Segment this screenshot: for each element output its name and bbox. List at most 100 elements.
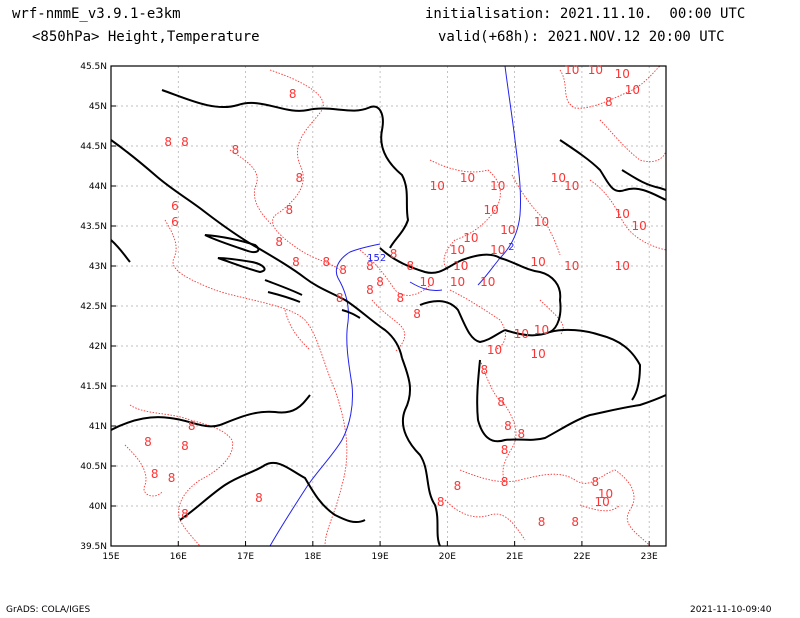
temperature-label: 10 [430,179,445,193]
temperature-label: 6 [171,215,179,229]
map-grid [110,65,666,547]
temperature-label: 8 [275,235,283,249]
temperature-label: 10 [463,231,478,245]
temperature-label: 8 [144,435,152,449]
plot-frame [110,65,667,547]
height-label: 2 [508,242,514,253]
temperature-label: 8 [168,471,176,485]
lat-tick-label: 41.5N [80,382,107,392]
temperature-label: 10 [534,215,549,229]
temperature-label: 10 [514,327,529,341]
temperature-label: 10 [564,63,579,77]
temperature-label: 8 [181,507,189,521]
lat-tick-label: 42N [89,342,107,352]
temperature-label: 8 [255,491,263,505]
temperature-label: 10 [551,171,566,185]
temperature-label: 8 [518,427,526,441]
lat-tick-label: 44.5N [80,142,107,152]
temperature-label: 10 [450,243,465,257]
temperature-label: 10 [450,275,465,289]
temperature-label: 8 [339,263,347,277]
temperature-label: 8 [285,203,293,217]
lat-tick-label: 40N [89,502,107,512]
lat-tick-label: 39.5N [80,542,107,552]
temperature-label: 10 [564,259,579,273]
temperature-label: 8 [501,443,509,457]
temperature-label: 10 [480,275,495,289]
temperature-label: 8 [497,395,505,409]
temperature-label: 8 [390,247,398,261]
lat-tick-label: 43.5N [80,222,107,232]
temperature-label: 8 [296,171,304,185]
temperature-label: 8 [181,439,189,453]
temperature-label: 8 [188,419,196,433]
axis-ticks: 15E 16E 17E 18E 19E 20E 21E 22E 23E 45.5N 45N 44.5N… [80,62,658,562]
lon-tick-label: 18E [304,552,321,562]
lat-tick-label: 41N [89,422,107,432]
lat-tick-label: 43N [89,262,107,272]
lat-tick-label: 42.5N [80,302,107,312]
temperature-label: 8 [592,475,600,489]
temperature-label: 10 [534,323,549,337]
temperature-label: 10 [594,495,609,509]
lat-tick-label: 45N [89,102,107,112]
lon-tick-label: 16E [170,552,187,562]
temperature-label: 8 [605,95,613,109]
lon-tick-label: 20E [439,552,456,562]
temperature-label: 10 [615,67,630,81]
temperature-label: 8 [407,259,415,273]
lon-tick-label: 17E [237,552,254,562]
temperature-label: 10 [490,179,505,193]
temperature-label: 10 [531,347,546,361]
lon-tick-label: 23E [641,552,658,562]
temperature-label: 10 [625,83,640,97]
temperature-label: 8 [366,283,374,297]
footer-timestamp: 2021-11-10-09:40 [690,605,772,615]
coastlines-borders [111,89,666,546]
temperature-label: 8 [151,467,159,481]
model-title: wrf-nmmE_v3.9.1-e3km [12,6,181,22]
temperature-label: 6 [171,199,179,213]
temperature-label: 10 [420,275,435,289]
temperature-label: 8 [366,259,374,273]
temperature-label: 8 [538,515,546,529]
lat-tick-label: 40.5N [80,462,107,472]
temperature-label: 8 [181,135,189,149]
valid-time: valid(+68h): 2021.NOV.12 20:00 UTC [438,29,725,45]
temperature-label: 10 [460,171,475,185]
temperature-label: 10 [483,203,498,217]
lat-tick-label: 44N [89,182,107,192]
height-label: 152 [367,253,386,264]
temperature-label: 10 [531,255,546,269]
temperature-label: 10 [615,207,630,221]
temperature-label: 8 [376,275,384,289]
temperature-label: 10 [490,243,505,257]
lon-tick-label: 19E [372,552,389,562]
temperature-label: 10 [487,343,502,357]
temperature-label: 8 [481,363,489,377]
temperature-label: 8 [504,419,512,433]
temperature-label: 8 [454,479,462,493]
temperature-label: 8 [336,291,344,305]
temperature-label: 10 [500,223,515,237]
temperature-label: 10 [598,487,613,501]
temperature-label: 10 [588,63,603,77]
footer-credit: GrADS: COLA/IGES [6,605,91,615]
temperature-label: 10 [615,259,630,273]
temperature-contours [124,66,666,546]
initialisation-time: initialisation: 2021.11.10. 00:00 UTC [425,6,746,22]
lon-tick-label: 15E [102,552,119,562]
lat-tick-label: 45.5N [80,62,107,72]
temperature-label: 8 [571,515,579,529]
temperature-label: 8 [413,307,421,321]
temperature-label: 8 [232,143,240,157]
temperature-label: 8 [289,87,297,101]
temperature-label: 8 [292,255,300,269]
lon-tick-label: 22E [573,552,590,562]
temperature-label: 10 [564,179,579,193]
temperature-label: 8 [501,475,509,489]
lon-tick-label: 21E [506,552,523,562]
temperature-label: 8 [164,135,172,149]
